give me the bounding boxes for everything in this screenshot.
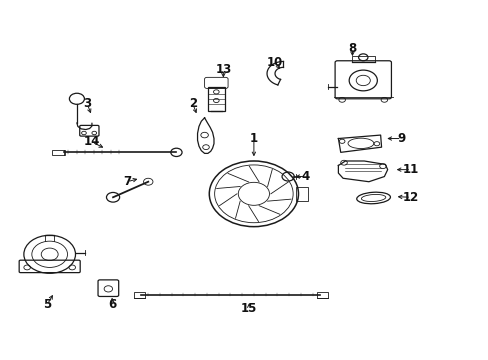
Text: 13: 13 xyxy=(215,63,231,76)
Text: 4: 4 xyxy=(301,170,309,183)
Bar xyxy=(207,87,224,111)
Bar xyxy=(134,292,144,297)
Text: 12: 12 xyxy=(402,191,418,204)
Text: 14: 14 xyxy=(83,135,100,148)
Text: 6: 6 xyxy=(108,298,116,311)
Text: 3: 3 xyxy=(83,98,91,111)
Text: 5: 5 xyxy=(43,298,51,311)
Bar xyxy=(52,150,65,155)
Text: 9: 9 xyxy=(397,132,405,145)
Text: 8: 8 xyxy=(347,42,356,55)
Text: 11: 11 xyxy=(402,163,418,176)
Bar xyxy=(317,292,327,297)
Text: 1: 1 xyxy=(249,132,258,145)
Text: 2: 2 xyxy=(188,98,197,111)
Text: 10: 10 xyxy=(266,56,283,69)
Bar xyxy=(296,187,307,201)
Text: 7: 7 xyxy=(123,175,131,188)
Text: 15: 15 xyxy=(241,302,257,315)
